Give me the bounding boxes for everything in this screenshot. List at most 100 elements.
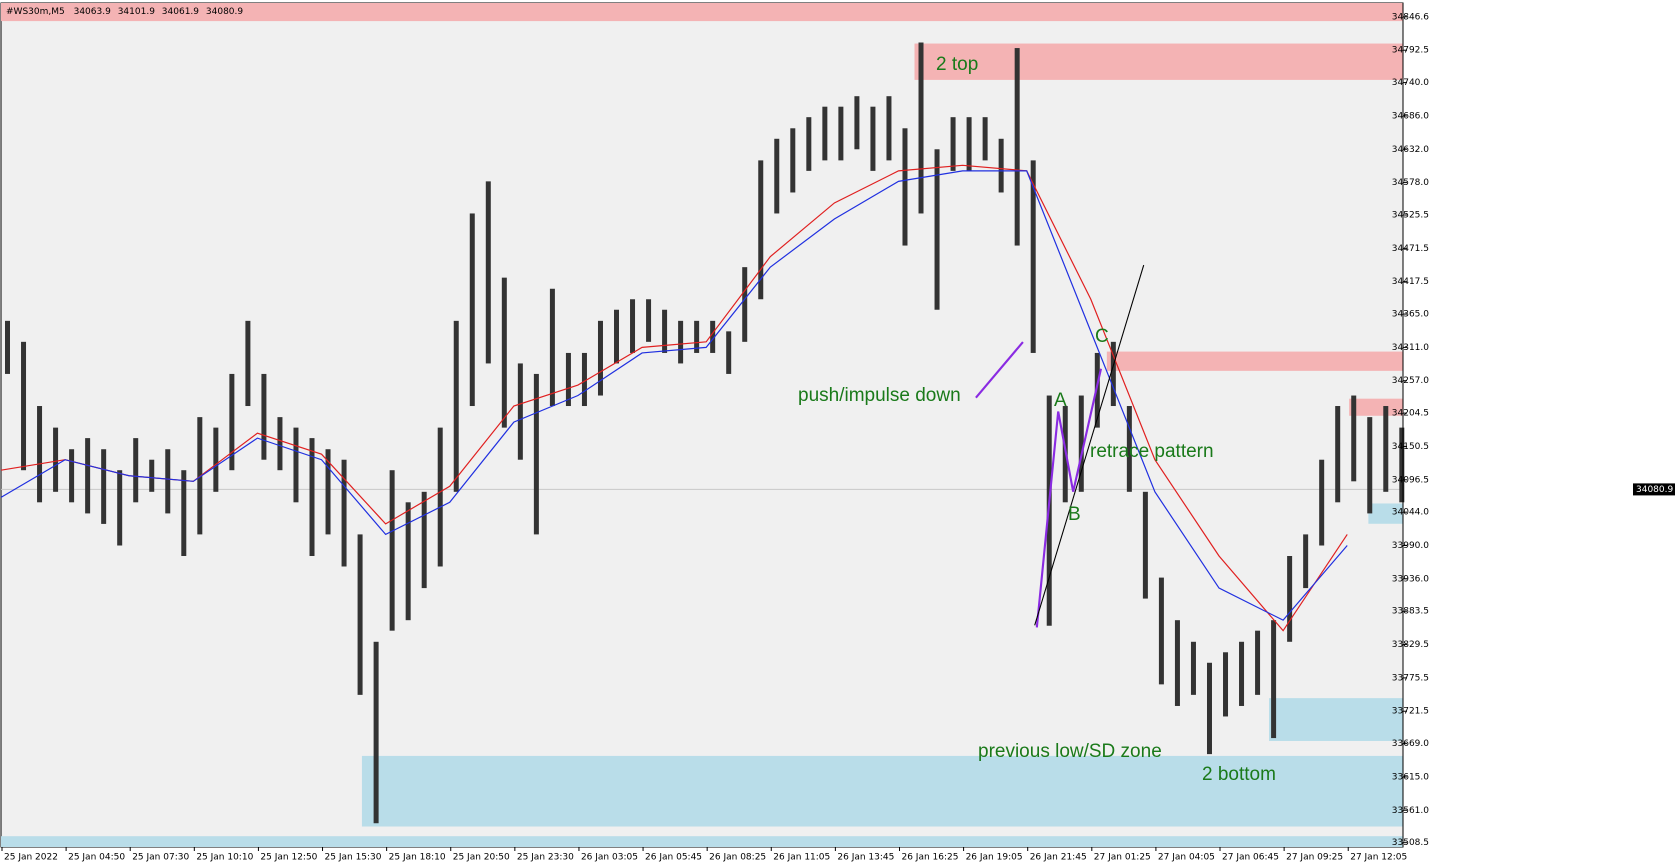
- price-bar: [245, 320, 251, 407]
- price-bar: [646, 299, 652, 342]
- impulse-line: [975, 341, 1024, 399]
- y-tick-label: 33829.5: [1392, 640, 1429, 650]
- price-bar: [614, 309, 620, 364]
- x-tick-label: 27 Jan 06:45: [1222, 853, 1279, 863]
- price-bar: [357, 534, 363, 695]
- price-bar: [1255, 630, 1261, 695]
- price-bar: [229, 373, 235, 471]
- annotation: 2 top: [936, 54, 978, 75]
- x-tick-label: 27 Jan 01:25: [1094, 853, 1151, 863]
- zone: [1, 3, 1403, 22]
- drawings: [975, 264, 1145, 628]
- price-bar: [1351, 395, 1357, 482]
- price-bar: [405, 502, 411, 621]
- price-bar: [790, 128, 796, 193]
- annotation: retrace pattern: [1090, 441, 1214, 462]
- zone: [914, 43, 1403, 80]
- price-bar: [854, 96, 860, 150]
- zone: [1, 836, 1403, 847]
- y-tick-label: 34365.0: [1392, 310, 1429, 320]
- price-bar: [630, 299, 636, 353]
- zone: [1349, 398, 1403, 416]
- annotation: C: [1095, 326, 1109, 347]
- price-bar: [293, 427, 299, 503]
- y-tick-label: 33990.0: [1392, 541, 1429, 551]
- trendline: [1034, 264, 1145, 626]
- price-bar: [710, 320, 716, 353]
- symbol: #WS30m,M5: [6, 7, 65, 17]
- price-bar: [726, 331, 732, 374]
- price-bar: [1078, 395, 1084, 492]
- price-bar: [758, 160, 764, 300]
- chart-header: #WS30m,M5 34063.9 34101.9 34061.9 34080.…: [6, 7, 243, 17]
- price-bar: [37, 406, 43, 503]
- price-bar: [117, 470, 123, 546]
- y-tick-label: 33721.5: [1392, 707, 1429, 717]
- price-bar: [1367, 417, 1373, 514]
- x-tick-label: 26 Jan 19:05: [966, 853, 1023, 863]
- y-tick-label: 34578.0: [1392, 178, 1429, 188]
- price-bar: [918, 42, 924, 214]
- price-axis: 34846.6 34792.5 34740.0 34686.0 34632.0 34578…: [1, 3, 1675, 863]
- price-bar: [453, 320, 459, 492]
- price-bar: [309, 438, 315, 556]
- price-bar: [469, 213, 475, 407]
- price-bar: [950, 117, 956, 171]
- price-bar: [21, 341, 27, 471]
- price-bar: [886, 96, 892, 161]
- price-bar: [549, 288, 555, 407]
- price-bar: [389, 470, 395, 631]
- x-tick-label: 25 Jan 18:10: [389, 853, 446, 863]
- price-bar: [934, 149, 940, 310]
- y-tick-label: 34257.0: [1392, 376, 1429, 386]
- price-bar: [1319, 459, 1325, 546]
- x-tick-label: 25 Jan 04:50: [68, 853, 125, 863]
- y-tick-label: 34096.5: [1392, 475, 1429, 485]
- price-bar: [982, 117, 988, 161]
- current-price-box: [1633, 483, 1675, 496]
- low: 34061.9: [162, 7, 199, 17]
- y-tick-label: 34686.0: [1392, 111, 1429, 121]
- price-bar: [694, 320, 700, 353]
- y-tick-label: 33883.5: [1392, 607, 1429, 617]
- x-tick-label: 25 Jan 07:30: [132, 853, 189, 863]
- x-tick-label: 27 Jan 12:05: [1350, 853, 1407, 863]
- price-bar: [1399, 427, 1405, 503]
- x-tick-label: 27 Jan 04:05: [1158, 853, 1215, 863]
- price-bar: [101, 449, 107, 524]
- y-tick-label: 33936.0: [1392, 574, 1429, 584]
- price-bar: [870, 106, 876, 171]
- y-tick-label: 33775.5: [1392, 673, 1429, 683]
- price-bar: [341, 459, 347, 567]
- zone: [361, 755, 1403, 827]
- y-tick-label: 34471.5: [1392, 244, 1429, 254]
- price-bar: [1014, 48, 1020, 246]
- price-bar: [437, 427, 443, 567]
- open: 34063.9: [74, 7, 111, 17]
- x-tick-label: 25 Jan 2022: [4, 853, 58, 863]
- price-bar: [902, 128, 908, 246]
- y-tick-label: 34846.6: [1392, 12, 1429, 22]
- x-tick-label: 25 Jan 23:30: [517, 853, 574, 863]
- price-bar: [1174, 620, 1180, 706]
- price-bar: [581, 352, 587, 407]
- price-bar: [1271, 620, 1277, 739]
- price-bar: [998, 138, 1004, 193]
- price-bar: [1094, 352, 1100, 428]
- x-tick-label: 27 Jan 09:25: [1286, 853, 1343, 863]
- zone: [1368, 503, 1403, 524]
- price-bar: [1303, 534, 1309, 589]
- zone: [1106, 351, 1403, 371]
- price-bar: [149, 459, 155, 492]
- price-bar: [1239, 641, 1245, 706]
- price-bar: [261, 373, 267, 460]
- price-bar: [53, 427, 59, 492]
- annotation: A: [1054, 390, 1067, 411]
- price-bar: [1383, 406, 1389, 492]
- y-tick-label: 34792.5: [1392, 46, 1429, 56]
- annotation: 2 bottom: [1202, 764, 1276, 785]
- retrace-zigzag: [1035, 368, 1103, 628]
- y-tick-label: 33615.0: [1392, 772, 1429, 782]
- annotation: push/impulse down: [798, 385, 961, 406]
